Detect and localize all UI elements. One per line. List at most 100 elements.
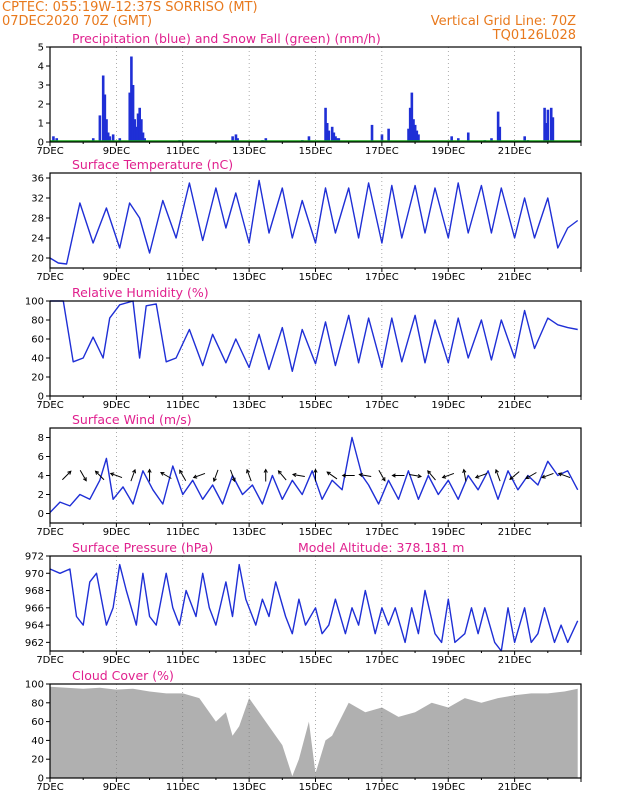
x-tick-label: 19DEC [431,527,465,538]
precip-bar [138,107,142,142]
y-tick-label: 4 [38,62,44,73]
precip-bar [498,126,502,142]
y-tick-label: 0 [38,774,44,785]
panel-frame [49,555,582,652]
x-tick-label: 21DEC [498,655,532,666]
precip-bar [330,126,334,142]
station-header: CPTEC: 055:19W-12:37S SORRISO (MT) [2,0,258,15]
wind-arrow-head [277,470,282,475]
y-tick-label: 80 [31,698,44,709]
x-tick-label: 21DEC [498,782,532,793]
precip-bar [143,138,146,142]
precip-bar [234,134,238,142]
y-tick-label: 60 [31,335,44,346]
precip-bar [91,138,95,142]
y-tick-label: 40 [31,736,44,747]
precip-bar [103,94,107,142]
series-line [50,300,578,372]
wind-arrow [179,470,187,481]
precip-bar [118,138,122,142]
x-tick-label: 17DEC [365,400,399,411]
precip-bar [413,124,417,142]
wind-arrow [495,469,501,482]
precip-bar [133,119,137,142]
wind-arrow-head [341,473,346,478]
y-tick-label: 80 [31,316,44,327]
precip-bar [337,138,341,142]
wind-arrow [213,469,219,482]
wind-arrow [509,471,520,480]
precip-bar [408,107,412,142]
x-tick-label: 15DEC [299,527,333,538]
wind-arrow [160,472,172,479]
precip-bar [141,132,145,142]
y-tick-label: 6 [38,452,44,463]
y-tick-label: 962 [25,638,44,649]
model-code: TQ0126L028 [492,28,576,43]
panel-annotation: Model Altitude: 378.181 m [298,540,464,555]
wind-arrow [246,469,252,482]
x-tick-label: 17DEC [365,146,399,157]
precip-bar [407,128,410,142]
x-tick-label: 13DEC [232,272,266,283]
y-tick-label: 2 [38,490,44,501]
precip-bar [370,124,374,142]
wind-arrow [95,470,105,481]
panel-frame [49,427,582,524]
wind-arrow-head [212,477,217,483]
wind-arrow [475,472,488,479]
series-line [49,179,579,265]
y-tick-label: 5 [38,43,44,54]
precip-bar [52,136,55,142]
precip-bar [543,107,546,142]
y-tick-label: 966 [25,603,44,614]
x-tick-label: 15DEC [299,146,333,157]
x-tick-label: 9DEC [103,146,130,157]
x-tick-label: 15DEC [299,400,333,411]
x-tick-label: 15DEC [299,782,333,793]
precip-bar [236,138,239,142]
x-tick-label: 11DEC [166,527,200,538]
wind-arrow [292,473,305,478]
wind-arrow-head [358,472,363,478]
precip-bar [380,134,384,142]
precip-bar [307,136,311,142]
y-tick-label: 20 [31,373,44,384]
precip-bar [128,92,132,142]
y-tick-label: 28 [31,214,44,225]
wind-arrow-head [541,474,546,479]
wind-arrow [525,472,537,479]
precip-bar [264,138,268,142]
wind-arrow [542,472,554,479]
precip-bar [130,56,133,142]
wind-arrow-head [525,475,530,480]
series-line [49,436,579,513]
y-tick-label: 964 [25,621,44,632]
series-line [49,563,579,652]
wind-arrow-head [94,470,100,475]
x-tick-label: 19DEC [431,146,465,157]
panel-4 [46,555,582,655]
y-tick-label: 4 [38,471,44,482]
wind-arrow [130,469,136,482]
y-tick-label: 1 [38,119,44,130]
wind-arrow-head [557,472,563,477]
y-tick-label: 40 [31,354,44,365]
x-tick-label: 21DEC [498,400,532,411]
precip-bar [457,138,460,142]
y-tick-label: 20 [31,254,44,265]
precip-bar [490,138,493,142]
wind-arrow-head [246,468,251,474]
wind-arrow [463,469,467,482]
y-tick-label: 2 [38,100,44,111]
y-tick-label: 968 [25,586,44,597]
wind-arrow-head [179,469,183,474]
precip-bar [131,85,135,142]
precip-bar [111,134,115,142]
precip-bar [546,109,550,142]
x-tick-label: 13DEC [232,146,266,157]
precip-bar [55,138,59,142]
wind-arrow-head [427,470,432,475]
y-tick-label: 32 [31,194,44,205]
x-tick-label: 13DEC [232,782,266,793]
